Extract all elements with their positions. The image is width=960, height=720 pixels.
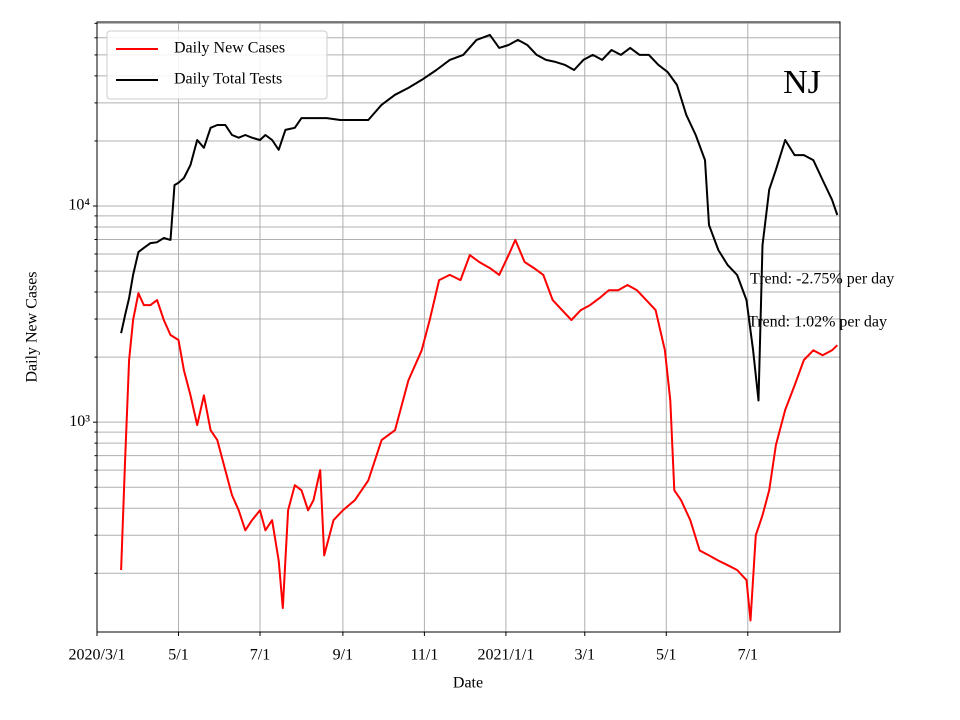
- x-tick-label: 9/1: [333, 647, 353, 664]
- x-tick-label: 2020/3/1: [69, 647, 126, 664]
- legend: Daily New Cases Daily Total Tests: [106, 30, 328, 100]
- x-tick-label: 5/1: [168, 647, 188, 664]
- annotation: Trend: 1.02% per day: [748, 314, 887, 331]
- x-axis-label: Date: [453, 675, 483, 692]
- legend-frame: [106, 30, 328, 100]
- series-line: [120, 33, 839, 402]
- y-tick-label: 10³: [69, 413, 90, 430]
- grid: [93, 22, 840, 636]
- legend-label: Daily New Cases: [174, 40, 285, 57]
- plot-frame: [96, 21, 841, 633]
- legend-label: Daily Total Tests: [174, 71, 282, 88]
- y-axis-label: Daily New Cases: [24, 271, 41, 382]
- y-tick-label: 10⁴: [68, 197, 90, 214]
- series-line: [120, 238, 838, 622]
- plot-lines: [120, 33, 839, 622]
- x-tick-label: 2021/1/1: [477, 647, 534, 664]
- x-tick-label: 3/1: [575, 647, 595, 664]
- x-tick-label: 11/1: [410, 647, 438, 664]
- x-tick-label: 7/1: [738, 647, 758, 664]
- annotation: Trend: -2.75% per day: [750, 271, 894, 288]
- x-tick-label: 7/1: [250, 647, 270, 664]
- state-label: NJ: [783, 64, 821, 101]
- x-tick-label: 5/1: [656, 647, 676, 664]
